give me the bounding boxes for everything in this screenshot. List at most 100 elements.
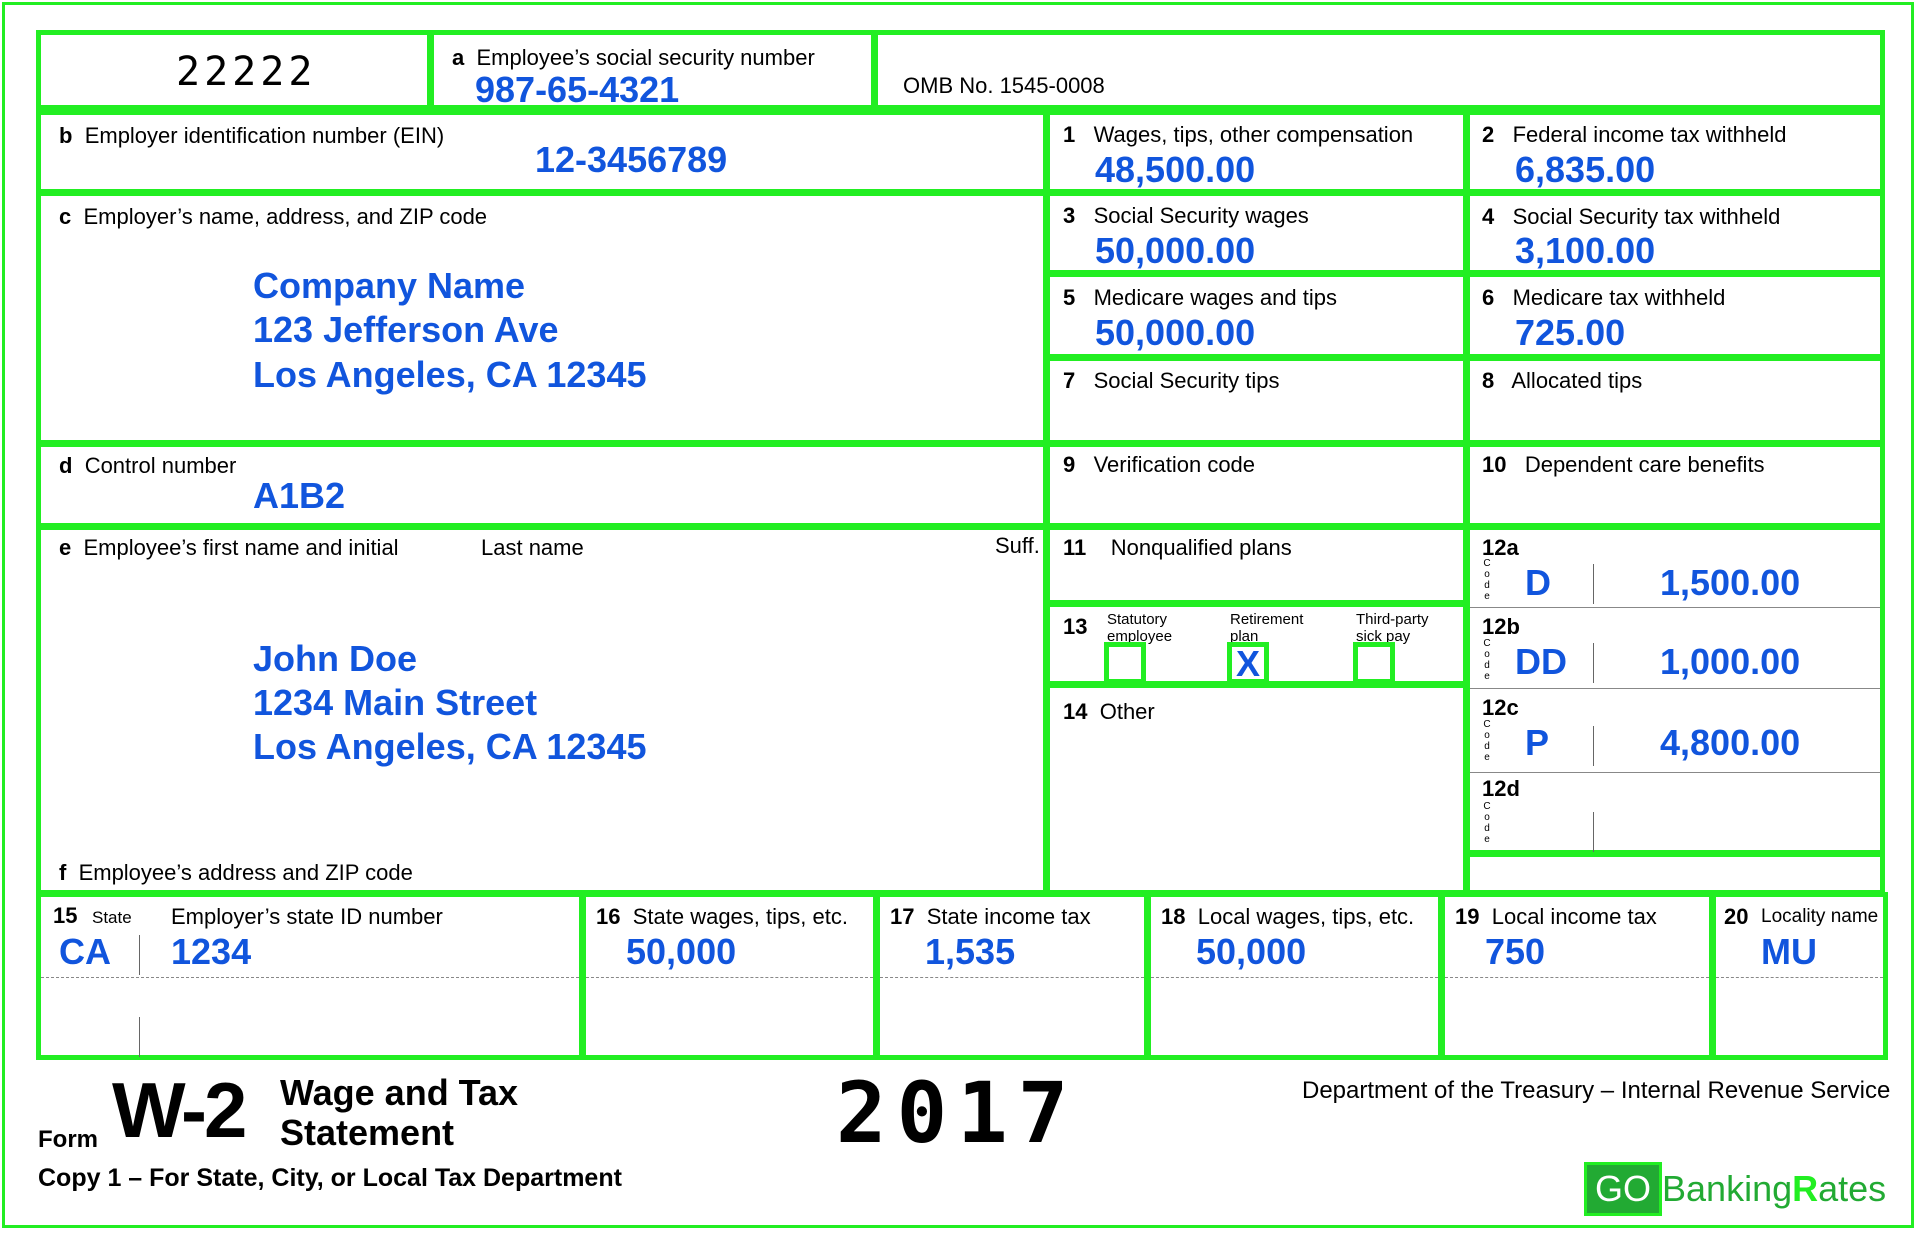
box-14-label: Other <box>1099 699 1155 724</box>
state-id[interactable]: 1234 <box>171 931 252 972</box>
box-12a-code-c: C <box>1483 558 1491 569</box>
box-15-num: 15 <box>53 903 78 928</box>
box-18-label: Local wages, tips, etc. <box>1197 904 1415 929</box>
w2-logo: W-2 <box>112 1070 247 1150</box>
box-12c-amount[interactable]: 4,800.00 <box>1660 722 1801 763</box>
box-11: 11 Nonqualified plans <box>1045 525 1468 605</box>
box-17-dash <box>880 977 1144 978</box>
box-12a-code[interactable]: D <box>1525 562 1551 603</box>
employee-ssn[interactable]: 987-65-4321 <box>475 69 680 110</box>
box-2-num: 2 <box>1482 122 1495 147</box>
box-e-f: e Employee’s first name and initial Last… <box>36 525 1048 895</box>
local-tax[interactable]: 750 <box>1485 931 1546 972</box>
copy-note: Copy 1 – For State, City, or Local Tax D… <box>38 1164 622 1192</box>
box-12d-code-d: d <box>1484 823 1490 834</box>
box-2-label: Federal income tax withheld <box>1512 122 1787 147</box>
state-tax[interactable]: 1,535 <box>925 931 1016 972</box>
box-12a-divider <box>1593 564 1594 604</box>
box-16-dash <box>586 977 873 978</box>
employer-ein[interactable]: 12-3456789 <box>535 139 728 180</box>
box-12a-code-d: d <box>1484 580 1490 591</box>
box-13-num: 13 <box>1063 614 1088 639</box>
box-12c-code-e: e <box>1484 752 1490 763</box>
box-a: a Employee’s social security number 987-… <box>429 30 876 110</box>
form-word: Form <box>38 1126 98 1153</box>
form-title-1: Wage and Tax <box>280 1072 519 1113</box>
statutory-employee-text: employee <box>1107 628 1173 645</box>
employer-name[interactable]: Company Name <box>253 265 526 306</box>
state-wages[interactable]: 50,000 <box>626 931 737 972</box>
form-code-box: 22222 <box>36 30 432 110</box>
wages[interactable]: 48,500.00 <box>1095 149 1256 190</box>
box-9: 9 Verification code <box>1045 442 1468 528</box>
box-3-num: 3 <box>1063 203 1076 228</box>
employee-street[interactable]: 1234 Main Street <box>253 682 538 723</box>
box-12b-code-c: C <box>1483 638 1491 649</box>
box-12d-divider <box>1593 812 1594 852</box>
box-7-num: 7 <box>1063 368 1076 393</box>
box-15-id-label: Employer’s state ID number <box>171 904 443 929</box>
box-20-num: 20 <box>1724 904 1749 929</box>
local-wages[interactable]: 50,000 <box>1196 931 1307 972</box>
box-20: 20 Locality name MU <box>1711 892 1888 1060</box>
box-12b-code[interactable]: DD <box>1515 641 1567 682</box>
locality-name[interactable]: MU <box>1761 931 1817 972</box>
box-18-num: 18 <box>1161 904 1186 929</box>
box-12b-amount[interactable]: 1,000.00 <box>1660 641 1801 682</box>
box-12a-code-e: e <box>1484 591 1490 602</box>
medicare-tax[interactable]: 725.00 <box>1515 312 1626 353</box>
box-17: 17 State income tax 1,535 <box>875 892 1149 1060</box>
box-12a-amount[interactable]: 1,500.00 <box>1660 562 1801 603</box>
box-3-label: Social Security wages <box>1093 203 1309 228</box>
box-18-dash <box>1151 977 1438 978</box>
statutory-checkbox[interactable] <box>1104 642 1146 684</box>
box-12c-code-c: C <box>1483 719 1491 730</box>
box-5-label: Medicare wages and tips <box>1093 285 1337 310</box>
box-6-label: Medicare tax withheld <box>1512 285 1726 310</box>
employer-city[interactable]: Los Angeles, CA 12345 <box>253 354 647 395</box>
omb-number: OMB No. 1545-0008 <box>903 73 1105 98</box>
box-12a-id: 12a <box>1482 535 1519 560</box>
medicare-wages[interactable]: 50,000.00 <box>1095 312 1256 353</box>
box-8-num: 8 <box>1482 368 1495 393</box>
box-d-letter: d <box>59 453 73 478</box>
employee-city[interactable]: Los Angeles, CA 12345 <box>253 726 647 767</box>
third-party-label: Third-party sick pay <box>1356 611 1429 645</box>
box-c: c Employer’s name, address, and ZIP code… <box>36 191 1048 445</box>
box-a-label: Employee’s social security number <box>476 45 815 70</box>
box-12c-rule <box>1470 772 1880 773</box>
box-9-label: Verification code <box>1093 452 1256 477</box>
box-b: b Employer identification number (EIN) 1… <box>36 110 1048 194</box>
box-12b-code-o: o <box>1484 649 1490 660</box>
retirement-text: Retirement <box>1230 611 1304 628</box>
ss-tax[interactable]: 3,100.00 <box>1515 230 1656 271</box>
ss-wages[interactable]: 50,000.00 <box>1095 230 1256 271</box>
logo-r: R <box>1792 1168 1819 1209</box>
box-12c-id: 12c <box>1482 695 1519 720</box>
box-12c-code[interactable]: P <box>1525 722 1550 763</box>
federal-tax[interactable]: 6,835.00 <box>1515 149 1656 190</box>
box-10-label: Dependent care benefits <box>1524 452 1765 477</box>
employee-name[interactable]: John Doe <box>253 638 418 679</box>
third-party-checkbox[interactable] <box>1353 642 1395 684</box>
box-8: 8 Allocated tips <box>1465 356 1885 445</box>
box-12b-rule <box>1470 688 1880 689</box>
third-party-text: Third-party <box>1356 611 1429 628</box>
box-a-letter: a <box>452 45 465 70</box>
form-name: W-2 <box>112 1066 247 1154</box>
state-code[interactable]: CA <box>59 931 111 972</box>
box-4-num: 4 <box>1482 204 1495 229</box>
control-number[interactable]: A1B2 <box>253 475 346 516</box>
box-7: 7 Social Security tips <box>1045 356 1468 445</box>
box-6-num: 6 <box>1482 285 1495 310</box>
employer-street[interactable]: 123 Jefferson Ave <box>253 309 559 350</box>
box-4: 4 Social Security tax withheld 3,100.00 <box>1465 191 1885 275</box>
box-16-label: State wages, tips, etc. <box>632 904 848 929</box>
statutory-label: Statutory employee <box>1107 611 1172 645</box>
omb-box: OMB No. 1545-0008 <box>873 30 1885 110</box>
retirement-checkbox[interactable]: X <box>1227 642 1269 684</box>
box-15-state-label: State <box>92 908 132 927</box>
